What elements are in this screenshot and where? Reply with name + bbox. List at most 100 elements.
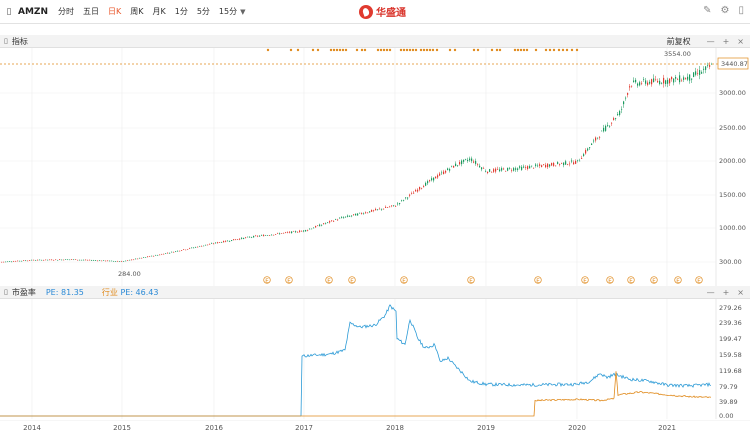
period-tab-daily[interactable]: 日K: [107, 7, 122, 16]
earnings-marker[interactable]: [325, 276, 333, 284]
event-dot[interactable]: [341, 48, 345, 52]
period-tab-1min[interactable]: 1分: [174, 7, 188, 16]
event-dot[interactable]: [422, 48, 426, 52]
plus-icon[interactable]: +: [722, 37, 730, 46]
event-dot[interactable]: [379, 48, 383, 52]
candle-body: [119, 261, 121, 262]
event-dot[interactable]: [329, 48, 333, 52]
earnings-marker[interactable]: [263, 276, 271, 284]
event-dot[interactable]: [431, 48, 435, 52]
period-tab-5min[interactable]: 5分: [196, 7, 210, 16]
pe-plus-icon[interactable]: +: [722, 288, 730, 297]
candle-body: [363, 213, 365, 215]
event-dot[interactable]: [495, 48, 499, 52]
candle-body: [301, 230, 303, 232]
period-tab-5day[interactable]: 五日: [82, 7, 99, 16]
event-dot[interactable]: [402, 48, 406, 52]
earnings-marker[interactable]: [695, 276, 703, 284]
candle-body: [543, 164, 545, 165]
event-dot[interactable]: [376, 48, 380, 52]
event-dot[interactable]: [557, 48, 561, 52]
earnings-marker-glyph: E: [350, 279, 354, 285]
sidebar-right-icon[interactable]: ▯: [738, 5, 744, 16]
event-dot[interactable]: [522, 48, 526, 52]
event-dot[interactable]: [428, 48, 432, 52]
earnings-marker[interactable]: [606, 276, 614, 284]
earnings-marker[interactable]: [627, 276, 635, 284]
event-dot[interactable]: [338, 48, 342, 52]
event-dot[interactable]: [335, 48, 339, 52]
candle-body: [491, 171, 493, 173]
event-dot[interactable]: [516, 48, 520, 52]
event-dot[interactable]: [311, 48, 315, 52]
event-dot[interactable]: [405, 48, 409, 52]
collapse-icon[interactable]: ▯: [4, 37, 8, 45]
event-dot[interactable]: [408, 48, 412, 52]
event-dot[interactable]: [332, 48, 336, 52]
event-dot[interactable]: [266, 48, 270, 52]
event-dot[interactable]: [385, 48, 389, 52]
minus-icon[interactable]: —: [706, 37, 715, 46]
event-dot[interactable]: [544, 48, 548, 52]
earnings-marker[interactable]: [400, 276, 408, 284]
candle-body: [607, 125, 609, 126]
earnings-marker[interactable]: [348, 276, 356, 284]
period-tab-weekly[interactable]: 周K: [130, 7, 144, 16]
event-dot[interactable]: [490, 48, 494, 52]
earnings-marker[interactable]: [285, 276, 293, 284]
event-dot[interactable]: [565, 48, 569, 52]
adjust-button[interactable]: 前复权: [666, 37, 691, 46]
price-chart[interactable]: E E E E E E E E E E E E E 3000.00 2500.00 2000.00 1500.…: [0, 48, 750, 288]
candle-body: [645, 80, 647, 84]
event-dot[interactable]: [411, 48, 415, 52]
earnings-marker[interactable]: [674, 276, 682, 284]
pe-close-icon[interactable]: ×: [737, 288, 744, 297]
event-dot[interactable]: [414, 48, 418, 52]
event-dot[interactable]: [472, 48, 476, 52]
event-dot[interactable]: [435, 48, 439, 52]
event-dot[interactable]: [316, 48, 320, 52]
pencil-icon[interactable]: ✎: [703, 5, 712, 16]
event-dot[interactable]: [388, 48, 392, 52]
event-dot[interactable]: [448, 48, 452, 52]
event-dot[interactable]: [561, 48, 565, 52]
pe-minus-icon[interactable]: —: [706, 288, 715, 297]
event-dot[interactable]: [519, 48, 523, 52]
event-dot[interactable]: [570, 48, 574, 52]
period-tab-intraday[interactable]: 分时: [57, 7, 74, 16]
close-icon[interactable]: ×: [737, 37, 744, 46]
event-dot[interactable]: [360, 48, 364, 52]
event-dot[interactable]: [425, 48, 429, 52]
pe-collapse-icon[interactable]: ▯: [4, 288, 8, 296]
event-dot[interactable]: [419, 48, 423, 52]
period-tab-monthly[interactable]: 月K: [152, 7, 166, 16]
event-dot[interactable]: [363, 48, 367, 52]
period-tab-15min[interactable]: 15分: [218, 7, 238, 16]
event-dot[interactable]: [453, 48, 457, 52]
event-dot[interactable]: [399, 48, 403, 52]
earnings-marker[interactable]: [467, 276, 475, 284]
tools-icon[interactable]: ⚙: [720, 5, 730, 16]
event-dot[interactable]: [382, 48, 386, 52]
event-dot[interactable]: [498, 48, 502, 52]
event-dot[interactable]: [476, 48, 480, 52]
event-dot[interactable]: [289, 48, 293, 52]
event-dot[interactable]: [296, 48, 300, 52]
sidebar-toggle-icon[interactable]: ▯: [6, 6, 12, 17]
event-dot[interactable]: [534, 48, 538, 52]
candle-body: [621, 109, 623, 110]
event-dot[interactable]: [548, 48, 552, 52]
event-dot[interactable]: [575, 48, 579, 52]
event-dot[interactable]: [344, 48, 348, 52]
earnings-marker[interactable]: [650, 276, 658, 284]
event-dot[interactable]: [513, 48, 517, 52]
pe-chart[interactable]: 279.26 239.36 199.47 159.58 119.68 79.79 39.89…: [0, 299, 750, 420]
earnings-marker[interactable]: [581, 276, 589, 284]
event-dot[interactable]: [552, 48, 556, 52]
candle-body: [309, 228, 311, 230]
event-dot[interactable]: [525, 48, 529, 52]
earnings-marker[interactable]: [534, 276, 542, 284]
earnings-marker-glyph: E: [608, 279, 612, 285]
event-dot[interactable]: [355, 48, 359, 52]
chevron-down-icon[interactable]: ▼: [240, 7, 246, 16]
